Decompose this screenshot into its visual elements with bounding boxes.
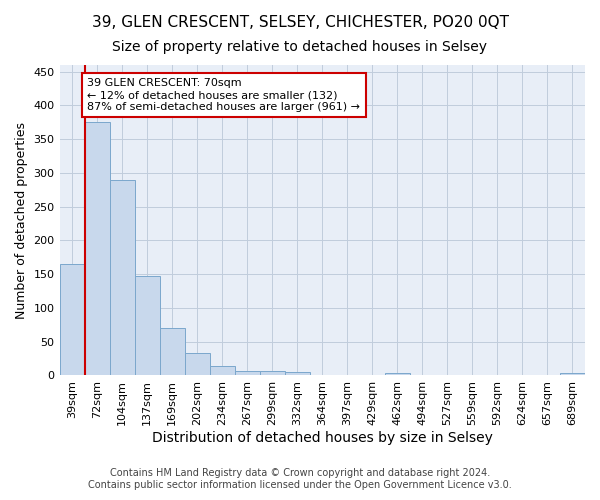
Bar <box>235 370 260 376</box>
Bar <box>385 373 410 376</box>
Bar <box>560 373 585 376</box>
X-axis label: Distribution of detached houses by size in Selsey: Distribution of detached houses by size … <box>152 431 493 445</box>
Bar <box>185 353 209 376</box>
Bar <box>209 366 235 376</box>
Bar <box>85 122 110 376</box>
Text: Contains HM Land Registry data © Crown copyright and database right 2024.
Contai: Contains HM Land Registry data © Crown c… <box>88 468 512 490</box>
Bar <box>285 372 310 376</box>
Bar <box>260 372 285 376</box>
Text: Size of property relative to detached houses in Selsey: Size of property relative to detached ho… <box>113 40 487 54</box>
Y-axis label: Number of detached properties: Number of detached properties <box>15 122 28 318</box>
Text: 39, GLEN CRESCENT, SELSEY, CHICHESTER, PO20 0QT: 39, GLEN CRESCENT, SELSEY, CHICHESTER, P… <box>91 15 509 30</box>
Text: 39 GLEN CRESCENT: 70sqm
← 12% of detached houses are smaller (132)
87% of semi-d: 39 GLEN CRESCENT: 70sqm ← 12% of detache… <box>87 78 360 112</box>
Bar <box>160 328 185 376</box>
Bar <box>134 276 160 376</box>
Bar <box>59 264 85 376</box>
Bar <box>110 180 134 376</box>
